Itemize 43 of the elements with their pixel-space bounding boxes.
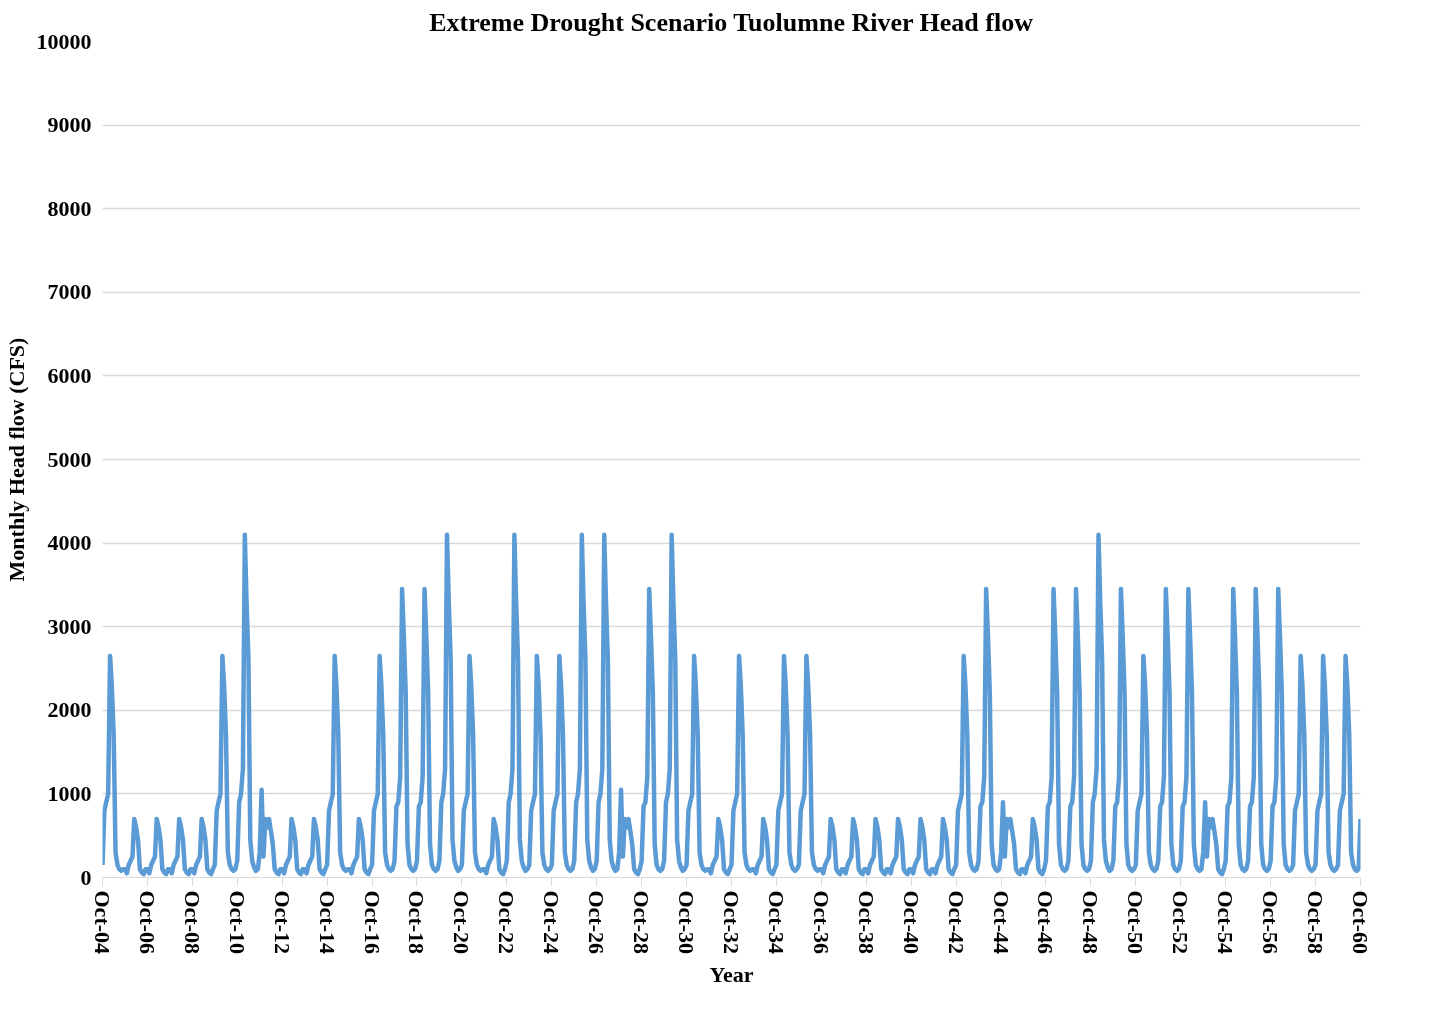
x-tick-label: Oct-32: [719, 890, 744, 955]
y-tick-label: 9000: [47, 112, 92, 138]
y-tick-label: 8000: [47, 195, 92, 221]
x-tick-label: Oct-12: [269, 890, 295, 955]
x-tick-label: Oct-46: [1033, 890, 1059, 955]
y-axis-title: Monthly Head flow (CFS): [3, 337, 29, 582]
x-tick-label: Oct-08: [179, 890, 205, 955]
x-tick-label: Oct-42: [943, 890, 969, 955]
x-tick-label: Oct-36: [808, 890, 834, 955]
x-tick-label: Oct-40: [898, 890, 924, 955]
y-tick-label: 5000: [47, 446, 92, 472]
x-tick-label: Oct-28: [629, 890, 655, 955]
y-tick-label: 2000: [47, 697, 92, 723]
chart-title: Extreme Drought Scenario Tuolumne River Head flow: [429, 7, 1034, 37]
x-axis-title: Year: [709, 962, 754, 988]
y-tick-label: 4000: [47, 530, 92, 556]
x-tick-label: Oct-14: [314, 890, 340, 955]
x-tick-label: Oct-38: [853, 890, 879, 955]
x-tick-label: Oct-34: [763, 890, 789, 955]
x-tick-label: Oct-04: [90, 890, 115, 955]
x-tick-label: Oct-18: [404, 890, 430, 955]
y-tick-label: 1000: [47, 780, 92, 806]
x-tick-label: Oct-06: [134, 890, 160, 955]
x-tick-label: Oct-52: [1168, 890, 1194, 955]
x-tick-label: Oct-44: [988, 890, 1014, 955]
y-tick-label: 7000: [47, 279, 92, 305]
x-tick-label: Oct-50: [1123, 890, 1149, 955]
x-tick-label: Oct-48: [1078, 890, 1104, 955]
x-tick-label: Oct-26: [584, 890, 610, 955]
x-tick-label: Oct-20: [449, 890, 475, 955]
x-tick-label: Oct-30: [674, 890, 700, 955]
x-tick-label: Oct-60: [1348, 890, 1373, 955]
x-tick-label: Oct-56: [1258, 890, 1284, 955]
y-tick-label: 10000: [36, 28, 92, 54]
x-tick-label: Oct-24: [539, 890, 565, 955]
y-tick-label: 0: [80, 864, 92, 890]
x-tick-label: Oct-10: [224, 890, 250, 955]
x-tick-label: Oct-16: [359, 890, 385, 955]
x-tick-label: Oct-58: [1303, 890, 1329, 955]
x-tick-label: Oct-54: [1213, 890, 1239, 955]
x-tick-label: Oct-22: [494, 890, 520, 955]
y-tick-label: 6000: [47, 362, 92, 388]
y-tick-label: 3000: [47, 613, 92, 639]
